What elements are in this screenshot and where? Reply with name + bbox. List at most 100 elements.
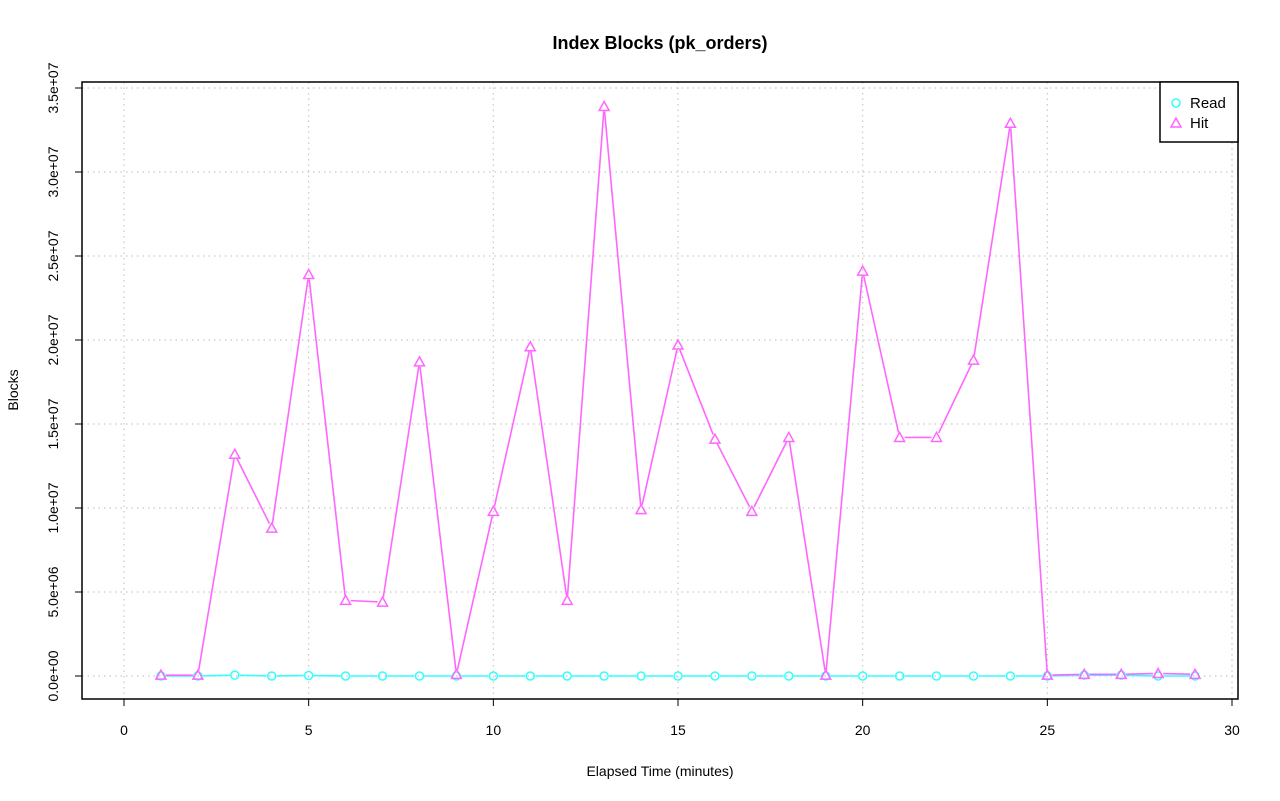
x-axis-label: Elapsed Time (minutes) — [586, 763, 733, 779]
series-layer — [154, 99, 1202, 681]
legend-marker-hit — [1169, 116, 1183, 128]
data-point-hit — [782, 430, 796, 443]
data-point-hit — [228, 447, 242, 459]
series-line-segment — [862, 275, 900, 433]
data-point-read — [303, 670, 314, 681]
series-line-segment — [716, 443, 751, 508]
data-point-read — [562, 671, 572, 681]
series-line-segment — [1126, 672, 1154, 676]
data-point-hit — [487, 504, 500, 517]
data-point-hit — [154, 668, 168, 680]
series-line-segment — [753, 441, 788, 508]
data-point-hit — [708, 432, 722, 444]
data-point-hit — [339, 593, 352, 606]
data-point-hit — [745, 504, 759, 517]
data-point-hit — [597, 99, 611, 112]
x-tick-label: 25 — [1040, 722, 1056, 738]
series-line-segment — [641, 349, 678, 505]
plot-frame — [81, 81, 1239, 700]
data-point-read — [636, 671, 646, 681]
x-tick-label: 15 — [670, 722, 686, 738]
legend: Read Hit — [1159, 81, 1239, 143]
data-point-read — [230, 670, 240, 680]
series-line-segment — [419, 366, 457, 670]
series-line-segment — [456, 516, 494, 670]
data-point-read — [857, 671, 868, 681]
legend-marker-read — [1171, 98, 1181, 108]
data-point-hit — [376, 595, 389, 607]
legend-label-read: Read — [1190, 95, 1226, 112]
series-hit — [154, 99, 1202, 680]
y-axis-label: Blocks — [5, 369, 21, 410]
series-line-segment — [271, 279, 309, 524]
series-line-segment — [493, 351, 530, 507]
data-point-hit — [893, 430, 906, 443]
data-point-hit — [856, 264, 869, 276]
x-tick-label: 20 — [855, 722, 871, 738]
legend-label-hit: Hit — [1190, 115, 1209, 132]
x-tick-label: 0 — [120, 722, 128, 738]
grid — [82, 82, 1238, 699]
legend-box — [1159, 81, 1239, 143]
data-point-hit — [560, 593, 574, 606]
data-point-read — [525, 671, 536, 681]
series-line-segment — [350, 599, 378, 603]
data-point-hit — [1114, 667, 1128, 680]
series-line-segment — [788, 442, 826, 671]
data-point-read — [266, 671, 277, 681]
y-tick-label: 2.5e+07 — [45, 230, 61, 281]
data-point-read — [747, 671, 757, 681]
series-line-segment — [202, 674, 230, 677]
series-line-segment — [1126, 674, 1154, 677]
x-tick-label: 5 — [305, 722, 313, 738]
data-point-hit — [450, 667, 463, 680]
series-line-segment — [825, 276, 864, 671]
series-line-segment — [1052, 674, 1080, 677]
data-point-read — [488, 671, 499, 681]
series-line-segment — [566, 111, 605, 596]
series-line-segment — [236, 458, 271, 525]
data-point-hit — [634, 503, 648, 515]
y-tick-label: 3.0e+07 — [45, 146, 61, 197]
data-point-hit — [1188, 667, 1202, 680]
series-line-segment — [197, 459, 235, 671]
y-tick-label: 1.0e+07 — [45, 482, 61, 533]
data-point-read — [710, 671, 720, 681]
data-point-hit — [413, 355, 426, 367]
data-point-read — [968, 671, 979, 681]
data-point-read — [599, 671, 609, 681]
series-line-segment — [239, 674, 267, 677]
y-axis: 0.0e+00 5.0e+06 1.0e+07 1.5e+07 2.0e+07 2.5e+… — [45, 62, 82, 702]
data-point-hit — [191, 668, 205, 680]
y-tick-label: 1.5e+07 — [45, 398, 61, 449]
series-line-segment — [973, 128, 1011, 356]
data-point-read — [340, 671, 351, 681]
data-point-hit — [302, 267, 315, 280]
y-tick-label: 0.0e+00 — [45, 650, 61, 701]
chart-title: Index Blocks (pk_orders) — [552, 33, 767, 53]
x-axis: 0 5 10 15 20 25 30 — [120, 699, 1240, 738]
series-line-segment — [308, 279, 346, 596]
y-tick-label: 3.5e+07 — [45, 62, 61, 113]
series-line-segment — [603, 111, 642, 505]
data-point-hit — [1077, 667, 1091, 680]
series-line-segment — [679, 349, 714, 435]
data-point-hit — [1151, 666, 1165, 679]
data-point-read — [784, 671, 794, 681]
series-line-segment — [1052, 673, 1080, 676]
data-point-hit — [671, 338, 685, 350]
data-point-hit — [930, 430, 943, 443]
data-point-hit — [819, 668, 833, 680]
data-point-hit — [523, 340, 537, 352]
y-tick-label: 5.0e+06 — [45, 566, 61, 617]
series-line-segment — [1163, 672, 1191, 676]
series-line-segment — [530, 351, 568, 596]
data-point-read — [894, 671, 905, 681]
y-tick-label: 2.0e+07 — [45, 314, 61, 365]
data-point-read — [377, 671, 388, 681]
data-point-hit — [1041, 668, 1054, 680]
series-line-segment — [1009, 128, 1048, 671]
x-tick-label: 10 — [486, 722, 502, 738]
data-point-read — [1005, 671, 1016, 681]
